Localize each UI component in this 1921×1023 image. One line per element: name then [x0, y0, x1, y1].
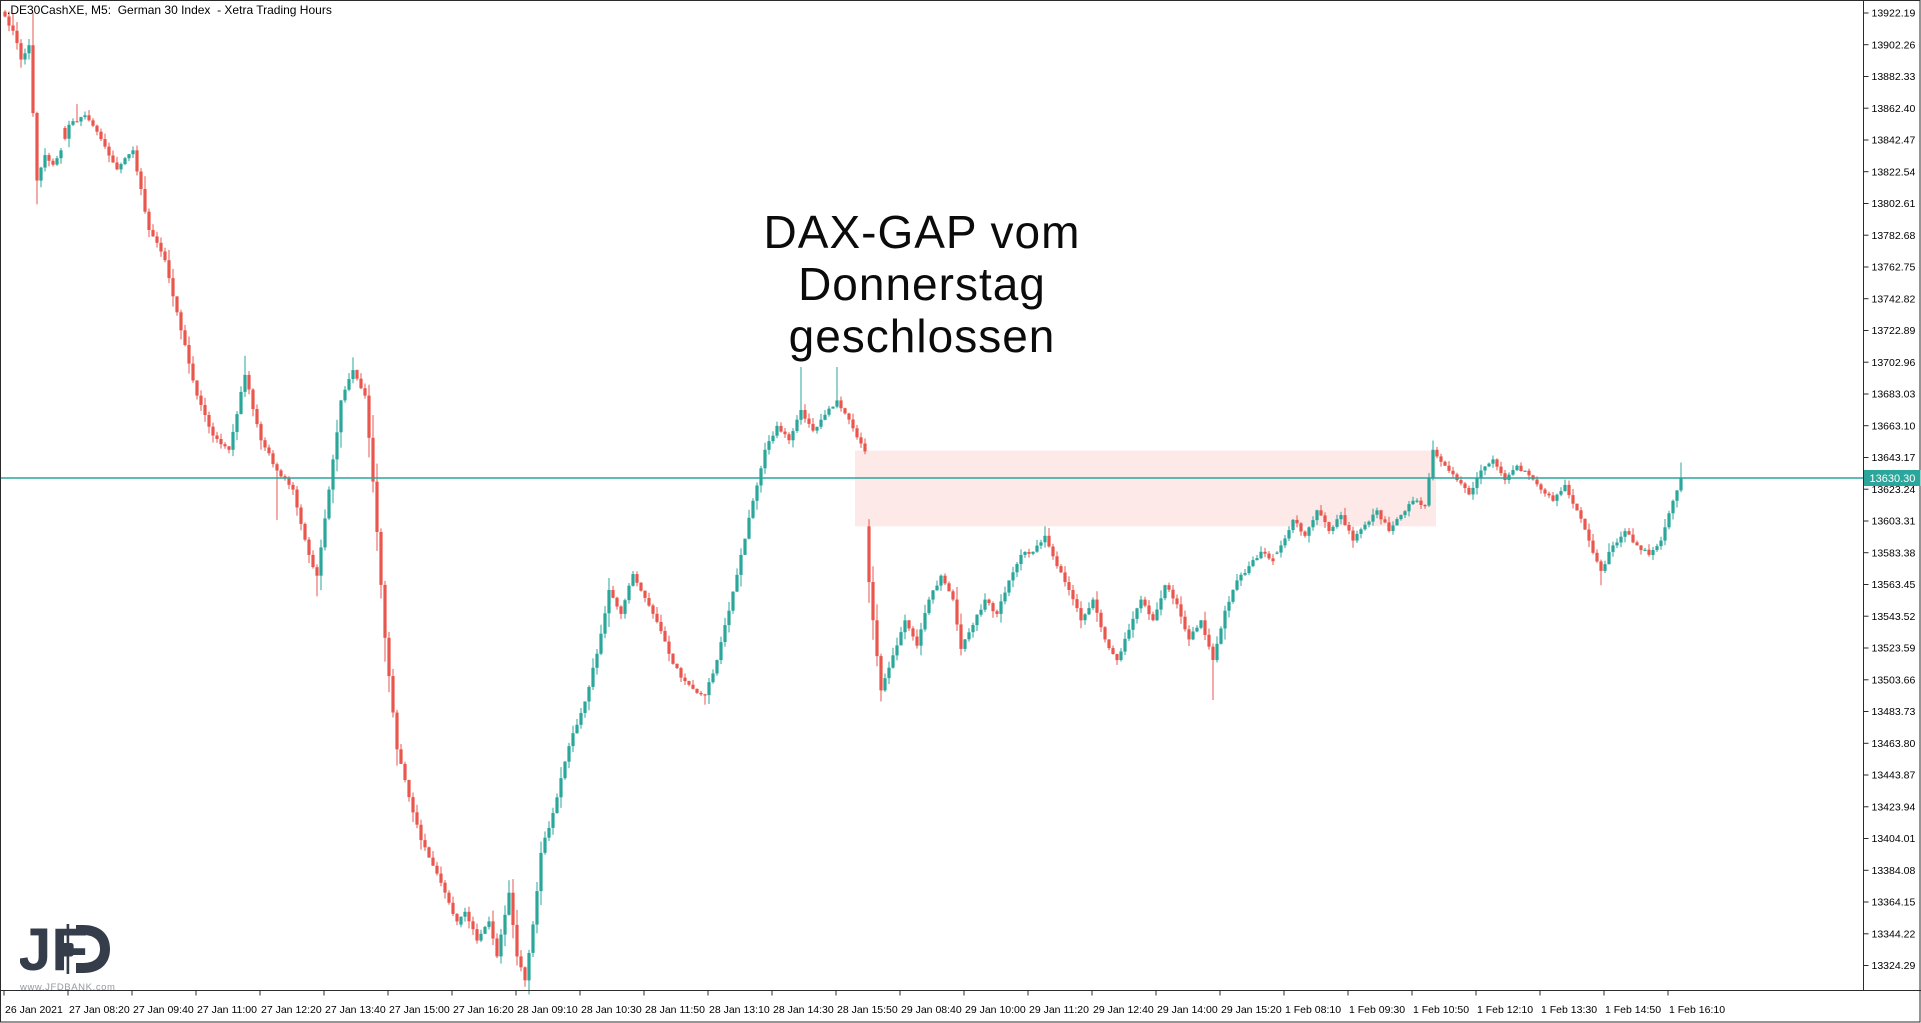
svg-text:13862.40: 13862.40: [1872, 103, 1916, 115]
svg-text:27 Jan 13:40: 27 Jan 13:40: [325, 1004, 386, 1016]
svg-text:13842.47: 13842.47: [1872, 135, 1916, 147]
current-price-tag: 13630.30: [1864, 470, 1921, 486]
svg-text:28 Jan 15:50: 28 Jan 15:50: [837, 1004, 898, 1016]
svg-text:13762.75: 13762.75: [1872, 262, 1916, 274]
svg-text:13543.52: 13543.52: [1872, 611, 1916, 623]
jfd-logo: JF www.JFDBANK.com: [18, 916, 116, 993]
svg-text:13702.96: 13702.96: [1872, 357, 1916, 369]
svg-text:27 Jan 12:20: 27 Jan 12:20: [261, 1004, 322, 1016]
svg-text:29 Jan 10:00: 29 Jan 10:00: [965, 1004, 1026, 1016]
svg-text:1 Feb 13:30: 1 Feb 13:30: [1541, 1004, 1597, 1016]
svg-text:13802.61: 13802.61: [1872, 198, 1916, 210]
svg-text:28 Jan 10:30: 28 Jan 10:30: [581, 1004, 642, 1016]
svg-text:29 Jan 15:20: 29 Jan 15:20: [1221, 1004, 1282, 1016]
gap-annotation-line-1: DAX-GAP vom: [763, 206, 1081, 258]
svg-text:13623.24: 13623.24: [1872, 484, 1916, 496]
svg-text:28 Jan 14:30: 28 Jan 14:30: [773, 1004, 834, 1016]
svg-text:13722.89: 13722.89: [1872, 325, 1916, 337]
svg-text:13324.29: 13324.29: [1872, 960, 1916, 972]
svg-text:13364.15: 13364.15: [1872, 897, 1916, 909]
svg-text:1 Feb 10:50: 1 Feb 10:50: [1413, 1004, 1469, 1016]
chart-title: .DE30CashXE, M5: German 30 Index - Xetra…: [7, 3, 332, 17]
svg-text:13483.73: 13483.73: [1872, 706, 1916, 718]
price-axis: 13922.19 13902.26 13882.33 13862.40 13842.47…: [1863, 8, 1916, 972]
svg-text:13563.45: 13563.45: [1872, 579, 1916, 591]
svg-text:13922.19: 13922.19: [1872, 8, 1916, 20]
svg-text:13902.26: 13902.26: [1872, 39, 1916, 51]
svg-text:29 Jan 08:40: 29 Jan 08:40: [901, 1004, 962, 1016]
svg-text:13404.01: 13404.01: [1872, 833, 1916, 845]
svg-text:1 Feb 16:10: 1 Feb 16:10: [1669, 1004, 1725, 1016]
svg-text:27 Jan 08:20: 27 Jan 08:20: [69, 1004, 130, 1016]
svg-text:27 Jan 11:00: 27 Jan 11:00: [197, 1004, 257, 1016]
jfd-logo-url: www.JFDBANK.com: [20, 982, 116, 993]
svg-text:13882.33: 13882.33: [1872, 71, 1916, 83]
svg-text:29 Jan 14:00: 29 Jan 14:00: [1157, 1004, 1218, 1016]
gap-annotation: DAX-GAP vom Donnerstag geschlossen: [672, 206, 1172, 362]
svg-text:28 Jan 13:10: 28 Jan 13:10: [709, 1004, 770, 1016]
svg-text:1 Feb 14:50: 1 Feb 14:50: [1605, 1004, 1661, 1016]
logo-letter-d-bowl: [76, 925, 110, 973]
svg-text:13583.38: 13583.38: [1872, 547, 1916, 559]
svg-text:28 Jan 11:50: 28 Jan 11:50: [645, 1004, 705, 1016]
svg-text:13503.66: 13503.66: [1872, 674, 1916, 686]
svg-text:26 Jan 2021: 26 Jan 2021: [5, 1004, 63, 1016]
gap-zone[interactable]: [855, 450, 1436, 527]
svg-text:13523.59: 13523.59: [1872, 643, 1916, 655]
svg-text:13643.17: 13643.17: [1872, 452, 1916, 464]
jfd-logo-mark: JF: [18, 916, 110, 983]
svg-text:13630.30: 13630.30: [1870, 473, 1916, 485]
svg-text:27 Jan 09:40: 27 Jan 09:40: [133, 1004, 194, 1016]
svg-text:29 Jan 12:40: 29 Jan 12:40: [1093, 1004, 1154, 1016]
svg-text:27 Jan 15:00: 27 Jan 15:00: [389, 1004, 450, 1016]
svg-text:28 Jan 09:10: 28 Jan 09:10: [517, 1004, 578, 1016]
svg-text:13683.03: 13683.03: [1872, 389, 1916, 401]
gap-annotation-line-3: geschlossen: [788, 310, 1056, 362]
candles-bearish: [3, 10, 1651, 987]
svg-text:13463.80: 13463.80: [1872, 738, 1916, 750]
svg-text:13423.94: 13423.94: [1872, 801, 1916, 813]
svg-text:13822.54: 13822.54: [1872, 166, 1916, 178]
svg-text:1 Feb 08:10: 1 Feb 08:10: [1285, 1004, 1341, 1016]
time-axis: 26 Jan 2021 27 Jan 08:20 27 Jan 09:40 27 Ja…: [3, 990, 1725, 1016]
svg-text:13603.31: 13603.31: [1872, 516, 1916, 528]
svg-text:27 Jan 16:20: 27 Jan 16:20: [453, 1004, 514, 1016]
gap-annotation-line-2: Donnerstag: [798, 258, 1046, 310]
svg-text:13663.10: 13663.10: [1872, 420, 1916, 432]
svg-text:13742.82: 13742.82: [1872, 293, 1916, 305]
svg-text:13344.22: 13344.22: [1872, 928, 1916, 940]
svg-text:1 Feb 09:30: 1 Feb 09:30: [1349, 1004, 1405, 1016]
svg-text:13443.87: 13443.87: [1872, 770, 1916, 782]
svg-text:1 Feb 12:10: 1 Feb 12:10: [1477, 1004, 1533, 1016]
svg-text:13384.08: 13384.08: [1872, 865, 1916, 877]
svg-text:13782.68: 13782.68: [1872, 230, 1916, 242]
logo-candle-body-icon: [62, 943, 74, 957]
svg-text:29 Jan 11:20: 29 Jan 11:20: [1029, 1004, 1089, 1016]
